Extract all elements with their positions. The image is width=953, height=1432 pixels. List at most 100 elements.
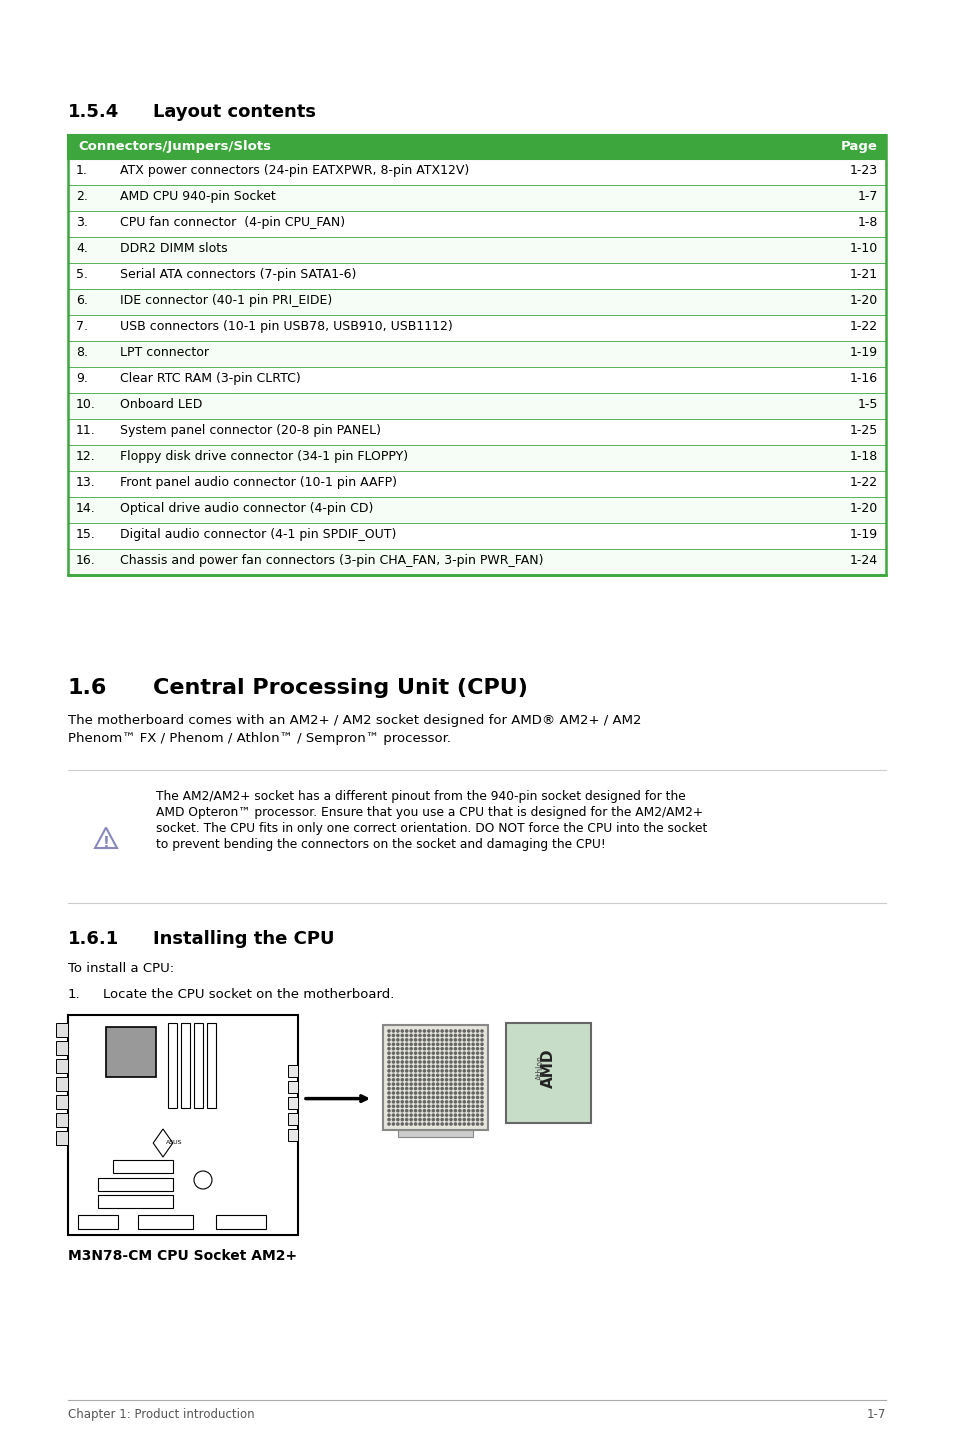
- Circle shape: [450, 1053, 452, 1054]
- Circle shape: [401, 1034, 403, 1037]
- Circle shape: [427, 1042, 430, 1045]
- Circle shape: [392, 1042, 395, 1045]
- Circle shape: [454, 1097, 456, 1098]
- Circle shape: [418, 1078, 420, 1081]
- Circle shape: [396, 1083, 398, 1085]
- Circle shape: [472, 1074, 474, 1077]
- Circle shape: [396, 1101, 398, 1103]
- Circle shape: [414, 1074, 416, 1077]
- Circle shape: [454, 1048, 456, 1050]
- Circle shape: [423, 1074, 425, 1077]
- Circle shape: [454, 1065, 456, 1067]
- Circle shape: [436, 1057, 438, 1058]
- Circle shape: [392, 1091, 395, 1094]
- Circle shape: [396, 1070, 398, 1073]
- Circle shape: [388, 1061, 390, 1063]
- Circle shape: [396, 1110, 398, 1111]
- Text: 16.: 16.: [76, 554, 95, 567]
- Bar: [56, 1041, 68, 1055]
- Circle shape: [476, 1057, 478, 1058]
- Circle shape: [454, 1091, 456, 1094]
- Circle shape: [423, 1030, 425, 1032]
- Circle shape: [467, 1091, 469, 1094]
- Circle shape: [410, 1042, 412, 1045]
- Circle shape: [445, 1087, 447, 1090]
- Circle shape: [396, 1053, 398, 1054]
- Circle shape: [454, 1042, 456, 1045]
- Circle shape: [472, 1065, 474, 1067]
- Circle shape: [480, 1030, 482, 1032]
- Circle shape: [463, 1070, 465, 1073]
- Circle shape: [445, 1118, 447, 1121]
- Circle shape: [423, 1083, 425, 1085]
- Circle shape: [436, 1030, 438, 1032]
- Text: ATX power connectors (24-pin EATXPWR, 8-pin ATX12V): ATX power connectors (24-pin EATXPWR, 8-…: [120, 165, 469, 178]
- Bar: [382, 1025, 488, 1130]
- Bar: [68, 392, 885, 420]
- Circle shape: [405, 1053, 407, 1054]
- Text: To install a CPU:: To install a CPU:: [68, 962, 174, 975]
- Bar: [112, 1160, 172, 1173]
- Text: 1-16: 1-16: [849, 372, 877, 385]
- Bar: [68, 135, 885, 576]
- Circle shape: [392, 1074, 395, 1077]
- Bar: [106, 1027, 156, 1077]
- Circle shape: [450, 1048, 452, 1050]
- Circle shape: [450, 1034, 452, 1037]
- Circle shape: [472, 1106, 474, 1107]
- Circle shape: [458, 1091, 460, 1094]
- Circle shape: [440, 1114, 443, 1116]
- Circle shape: [396, 1097, 398, 1098]
- Circle shape: [388, 1087, 390, 1090]
- Circle shape: [445, 1078, 447, 1081]
- Circle shape: [476, 1078, 478, 1081]
- Circle shape: [472, 1030, 474, 1032]
- Circle shape: [423, 1097, 425, 1098]
- Bar: [68, 263, 885, 289]
- Circle shape: [480, 1118, 482, 1121]
- Text: Digital audio connector (4-1 pin SPDIF_OUT): Digital audio connector (4-1 pin SPDIF_O…: [120, 528, 395, 541]
- Circle shape: [472, 1057, 474, 1058]
- Circle shape: [467, 1110, 469, 1111]
- Circle shape: [454, 1123, 456, 1126]
- Circle shape: [467, 1042, 469, 1045]
- Circle shape: [418, 1070, 420, 1073]
- Circle shape: [405, 1030, 407, 1032]
- Circle shape: [423, 1042, 425, 1045]
- Circle shape: [388, 1101, 390, 1103]
- Circle shape: [401, 1114, 403, 1116]
- Text: DDR2 DIMM slots: DDR2 DIMM slots: [120, 242, 228, 255]
- Text: 12.: 12.: [76, 450, 95, 463]
- Circle shape: [436, 1042, 438, 1045]
- Circle shape: [458, 1101, 460, 1103]
- Circle shape: [414, 1038, 416, 1041]
- Bar: [505, 1022, 590, 1123]
- Bar: [288, 1113, 297, 1126]
- Text: 1.6: 1.6: [68, 677, 108, 697]
- Bar: [68, 341, 885, 367]
- Circle shape: [418, 1061, 420, 1063]
- Circle shape: [410, 1065, 412, 1067]
- Circle shape: [392, 1101, 395, 1103]
- Circle shape: [440, 1030, 443, 1032]
- Circle shape: [436, 1070, 438, 1073]
- Circle shape: [401, 1123, 403, 1126]
- Circle shape: [401, 1097, 403, 1098]
- Circle shape: [414, 1042, 416, 1045]
- Circle shape: [405, 1061, 407, 1063]
- Circle shape: [427, 1057, 430, 1058]
- Circle shape: [440, 1118, 443, 1121]
- Circle shape: [432, 1101, 434, 1103]
- Circle shape: [396, 1034, 398, 1037]
- Circle shape: [418, 1118, 420, 1121]
- Bar: [98, 1179, 172, 1191]
- Circle shape: [423, 1118, 425, 1121]
- Circle shape: [445, 1034, 447, 1037]
- Circle shape: [476, 1034, 478, 1037]
- Circle shape: [388, 1091, 390, 1094]
- Circle shape: [472, 1083, 474, 1085]
- Text: LPT connector: LPT connector: [120, 347, 209, 359]
- Circle shape: [472, 1123, 474, 1126]
- Circle shape: [388, 1123, 390, 1126]
- Circle shape: [423, 1065, 425, 1067]
